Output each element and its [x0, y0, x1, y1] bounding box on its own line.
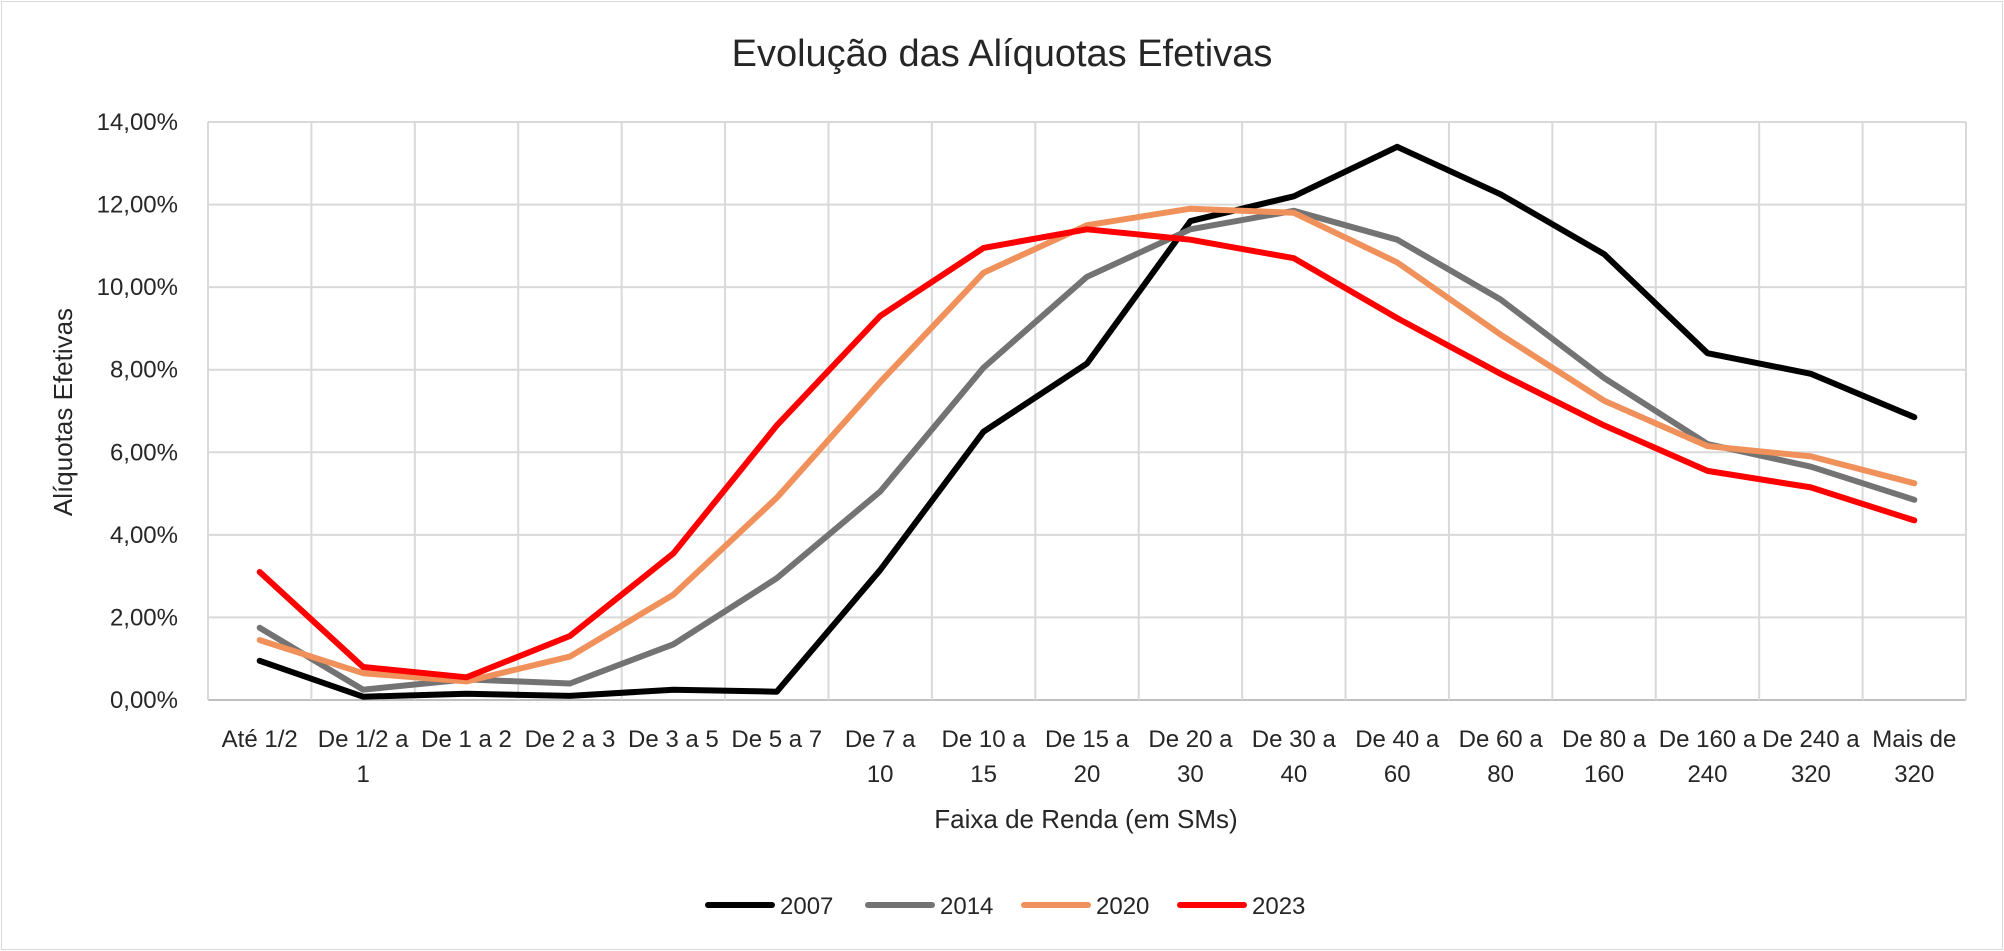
x-tick-label-line: De 1 a 2 [421, 726, 512, 753]
y-tick-label: 0,00% [110, 687, 178, 714]
series-line-2023 [256, 226, 1918, 681]
x-tick-label: De 3 a 5 [628, 726, 719, 753]
x-tick-label-line: 1 [356, 761, 369, 788]
x-tick-label-line: De 2 a 3 [525, 726, 616, 753]
x-tick-label-line: 20 [1074, 761, 1101, 788]
x-tick-label-line: De 240 a [1762, 726, 1860, 753]
x-tick-label-line: 60 [1384, 761, 1411, 788]
legend-label-2007: 2007 [780, 893, 833, 920]
x-tick-label: De 5 a 7 [731, 726, 822, 753]
x-tick-label: De 60 a 80 [1459, 726, 1544, 788]
x-tick-label: De 30 a 40 [1252, 726, 1337, 788]
x-tick-label-line: 80 [1487, 761, 1514, 788]
y-axis-ticks: 0,00% 2,00% 4,00% 6,00% 8,00% 10,00% 12,00% 14,… [97, 109, 178, 714]
y-tick-label: 4,00% [110, 522, 178, 549]
legend: 2007 2014 2020 2023 [705, 893, 1305, 920]
x-tick-label: De 240 a 320 [1762, 726, 1860, 788]
series-line-2020 [256, 205, 1918, 685]
x-tick-label: De 40 a 60 [1355, 726, 1440, 788]
series-line-2007 [256, 143, 1918, 700]
x-tick-label-line: De 60 a [1459, 726, 1544, 753]
x-tick-label-line: De 20 a [1148, 726, 1233, 753]
x-tick-label-line: De 7 a [845, 726, 916, 753]
x-tick-label: De 10 a 15 [942, 726, 1027, 788]
x-tick-label: De 1/2 a 1 [318, 726, 409, 788]
legend-label-2014: 2014 [940, 893, 993, 920]
x-tick-label-line: De 3 a 5 [628, 726, 719, 753]
x-tick-label: De 80 a 160 [1562, 726, 1647, 788]
x-tick-label-line: 240 [1687, 761, 1727, 788]
x-tick-label-line: De 40 a [1355, 726, 1440, 753]
y-tick-label: 6,00% [110, 439, 178, 466]
x-tick-label: Mais de 320 [1872, 726, 1956, 788]
x-tick-label-line: Até 1/2 [222, 726, 298, 753]
grid [207, 121, 1967, 701]
x-tick-label-line: Mais de [1872, 726, 1956, 753]
x-tick-label-line: De 5 a 7 [731, 726, 822, 753]
x-tick-label: De 2 a 3 [525, 726, 616, 753]
series-lines [256, 143, 1918, 700]
x-tick-label-line: 320 [1791, 761, 1831, 788]
x-axis-ticks: Até 1/2 De 1/2 a 1 De 1 a 2 De 2 a 3 De 3 a 5… [222, 726, 1957, 788]
x-tick-label-line: 30 [1177, 761, 1204, 788]
y-axis-title: Alíquotas Efetivas [48, 308, 78, 516]
x-tick-label-line: De 30 a [1252, 726, 1337, 753]
x-tick-label: Até 1/2 [222, 726, 298, 753]
x-tick-label: De 160 a 240 [1659, 726, 1757, 788]
legend-label-2023: 2023 [1252, 893, 1305, 920]
x-tick-label-line: 320 [1894, 761, 1934, 788]
x-tick-label-line: De 10 a [942, 726, 1027, 753]
x-tick-label-line: 40 [1280, 761, 1307, 788]
x-tick-label-line: 15 [970, 761, 997, 788]
x-tick-label: De 1 a 2 [421, 726, 512, 753]
y-tick-label: 12,00% [97, 192, 178, 219]
x-tick-label: De 15 a 20 [1045, 726, 1130, 788]
y-tick-label: 2,00% [110, 604, 178, 631]
x-tick-label-line: 10 [867, 761, 894, 788]
legend-label-2020: 2020 [1096, 893, 1149, 920]
x-tick-label-line: De 15 a [1045, 726, 1130, 753]
x-tick-label: De 20 a 30 [1148, 726, 1233, 788]
x-tick-label-line: 160 [1584, 761, 1624, 788]
x-tick-label-line: De 80 a [1562, 726, 1647, 753]
y-tick-label: 8,00% [110, 357, 178, 384]
x-tick-label: De 7 a 10 [845, 726, 916, 788]
y-tick-label: 14,00% [97, 109, 178, 136]
chart-title: Evolução das Alíquotas Efetivas [732, 33, 1273, 75]
x-axis-title: Faixa de Renda (em SMs) [934, 804, 1237, 834]
x-tick-label-line: De 160 a [1659, 726, 1757, 753]
series-line-2014 [256, 207, 1918, 693]
y-tick-label: 10,00% [97, 274, 178, 301]
x-tick-label-line: De 1/2 a [318, 726, 409, 753]
